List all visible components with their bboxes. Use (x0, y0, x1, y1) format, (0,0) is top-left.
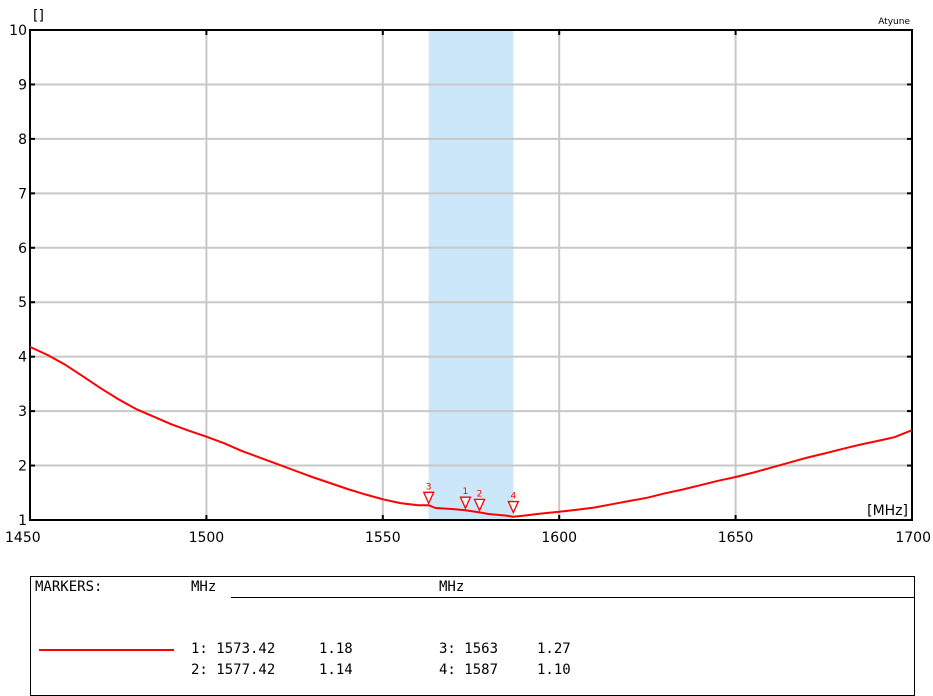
marker-triangle-2 (473, 498, 486, 512)
y-tick-label-3: 4 (18, 350, 27, 366)
markers-panel: MARKERS: MHz MHz 1: 1573.42 1.18 3: 1563… (30, 576, 915, 696)
y-axis-label: [] (33, 8, 44, 24)
marker-row-2-right: 4: 1587 (439, 662, 499, 678)
y-tick-label-1: 2 (18, 459, 27, 475)
marker-label-2: 2 (477, 489, 483, 499)
y-tick-label-9: 10 (9, 23, 27, 39)
marker-triangle-3 (422, 491, 435, 505)
x-tick-label-5: 1700 (895, 530, 931, 546)
markers-unit-right: MHz (439, 579, 465, 595)
marker-row-1-left: 1: 1573.42 (191, 641, 276, 657)
x-tick-label-4: 1650 (718, 530, 754, 546)
marker-label-1: 1 (463, 487, 469, 497)
top-right-label: Atyune (878, 17, 910, 27)
marker-row-1-left-value: 1.18 (319, 641, 353, 657)
y-tick-label-2: 3 (18, 404, 27, 420)
y-tick-label-5: 6 (18, 241, 27, 257)
marker-label-4: 4 (510, 492, 516, 502)
y-tick-label-0: 1 (18, 513, 27, 529)
markers-title: MARKERS: (35, 579, 103, 595)
markers-unit-left: MHz (191, 579, 217, 595)
markers-header-separator (231, 597, 914, 598)
marker-row-1-right-value: 1.27 (537, 641, 571, 657)
marker-row-2-right-value: 1.10 (537, 662, 571, 678)
x-tick-label-1: 1500 (189, 530, 225, 546)
marker-row-2-left: 2: 1577.42 (191, 662, 276, 678)
marker-triangle-4 (507, 500, 520, 515)
y-tick-label-7: 8 (18, 132, 27, 148)
x-tick-label-3: 1600 (541, 530, 577, 546)
y-tick-label-6: 7 (18, 186, 27, 202)
plot-frame (29, 29, 913, 521)
marker-row-2-left-value: 1.14 (319, 662, 353, 678)
series-legend-line (39, 649, 174, 651)
y-tick-label-4: 5 (18, 295, 27, 311)
marker-triangle-1 (459, 496, 472, 510)
x-tick-label-2: 1550 (365, 530, 401, 546)
series-line-0 (29, 345, 913, 518)
x-tick-label-0: 1450 (5, 530, 41, 546)
x-axis-label: [MHz] (867, 503, 908, 519)
marker-label-3: 3 (426, 482, 432, 492)
y-tick-label-8: 9 (18, 77, 27, 93)
marker-row-1-right: 3: 1563 (439, 641, 499, 657)
frequency-band (428, 30, 514, 520)
